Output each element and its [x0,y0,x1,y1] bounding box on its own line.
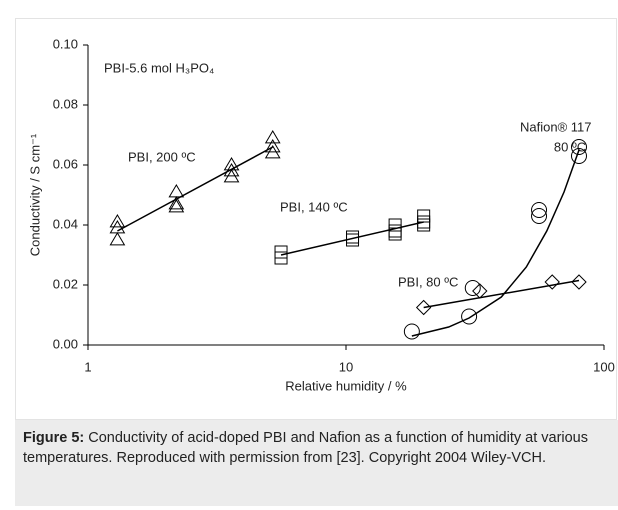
x-tick-label: 1 [84,359,91,374]
point [168,184,185,198]
series-label: PBI, 140 ºC [280,199,348,214]
point [544,274,560,290]
series-label: PBI, 80 ºC [398,274,458,289]
series-label: Nafion® 117 [520,119,592,134]
caption: Figure 5: Conductivity of acid-doped PBI… [15,420,618,506]
point [168,199,185,213]
point [274,251,288,265]
y-tick-label: 0.06 [53,156,78,171]
point [388,227,402,241]
annotation: 80 ºC [554,139,586,154]
series-label: PBI, 200 ºC [128,149,196,164]
point [571,274,587,290]
point [168,196,185,210]
point [223,163,240,177]
point [415,299,432,316]
y-axis-label: Conductivity / S cm⁻¹ [27,133,42,256]
point [570,139,587,155]
point [531,208,548,224]
x-tick-label: 10 [339,359,353,374]
point [531,202,548,218]
point [461,308,478,325]
point [264,139,281,153]
point [464,280,481,296]
point [264,130,281,144]
fit-line [423,279,580,309]
y-tick-label: 0.08 [53,96,78,111]
fit-line [117,146,274,232]
fit-line [411,149,580,337]
y-tick-label: 0.00 [53,336,78,351]
point [223,169,240,183]
annotation: PBI-5.6 mol H₃PO₄ [104,60,214,75]
x-tick-label: 100 [593,359,615,374]
point [109,214,126,228]
caption-text: Conductivity of acid-doped PBI and Nafio… [23,430,588,466]
point [403,323,420,340]
fit-line [280,221,424,256]
x-axis-label: Relative humidity / % [285,378,407,393]
chart: Relative humidity / % Conductivity / S c… [15,18,617,420]
y-tick-label: 0.04 [53,216,78,231]
point [417,218,431,232]
point [346,233,360,247]
point [109,232,126,246]
point [570,148,587,164]
y-tick-label: 0.10 [53,36,78,51]
y-tick-label: 0.02 [53,276,78,291]
point [472,283,488,299]
point [264,145,281,159]
frame [15,18,617,420]
caption-label: Figure 5: [23,430,85,446]
